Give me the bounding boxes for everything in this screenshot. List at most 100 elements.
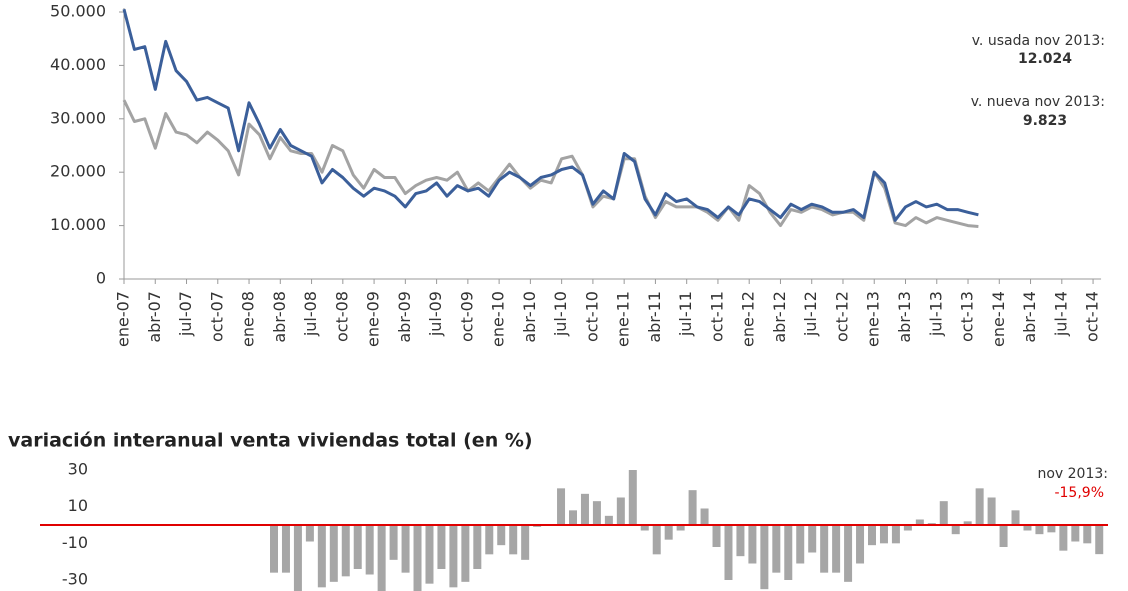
x-tick-label: ene-13 (864, 291, 883, 347)
bar (437, 525, 446, 569)
bar (341, 525, 350, 577)
bar (915, 519, 924, 525)
bar (748, 525, 757, 564)
bar (353, 525, 362, 569)
bar (425, 525, 434, 584)
bar (963, 521, 972, 525)
x-tick-label: oct-07 (207, 291, 226, 342)
x-tick-label: abr-09 (395, 291, 414, 343)
y-tick-label: 10 (68, 496, 88, 515)
bar (1083, 525, 1092, 544)
bar (856, 525, 865, 564)
y-tick-label: 30.000 (50, 108, 106, 127)
x-tick-label: oct-12 (832, 291, 851, 342)
bar (724, 525, 733, 580)
x-tick-label: jul-07 (176, 291, 195, 337)
bar (832, 525, 841, 573)
x-tick-label: ene-14 (989, 291, 1008, 347)
bar (1023, 525, 1032, 531)
x-tick-label: ene-07 (114, 291, 133, 347)
x-tick-label: abr-14 (1020, 291, 1039, 343)
bar (557, 488, 566, 525)
annotation: 12.024 (1018, 51, 1072, 67)
y-tick-label: 30 (68, 460, 88, 479)
x-tick-label: jul-12 (801, 291, 820, 337)
x-tick-label: ene-08 (239, 291, 258, 347)
bar (903, 525, 912, 531)
y-tick-label: 20.000 (50, 162, 106, 181)
bar (772, 525, 781, 573)
bar (592, 501, 601, 525)
bar (676, 525, 685, 531)
x-tick-label: oct-08 (332, 291, 351, 342)
x-tick-label: abr-08 (270, 291, 289, 343)
y-tick-label: 10.000 (50, 215, 106, 234)
line-series (122, 99, 979, 228)
bar (736, 525, 745, 557)
bar (868, 525, 876, 546)
bar (688, 490, 697, 525)
x-tick-label: abr-12 (770, 291, 789, 343)
bar (784, 525, 793, 580)
bar (521, 525, 530, 560)
y-tick-label: -10 (62, 533, 88, 552)
bar (820, 525, 829, 573)
x-tick-label: oct-11 (707, 291, 726, 342)
bar (939, 501, 948, 525)
bar (664, 525, 673, 540)
y-tick-label: 0 (96, 269, 106, 288)
annotation: v. usada nov 2013: (972, 33, 1105, 49)
x-tick-label: ene-11 (614, 291, 633, 347)
bar (879, 525, 888, 544)
x-tick-label: abr-13 (895, 291, 914, 343)
bar (389, 525, 398, 560)
bar (700, 508, 709, 525)
bar (604, 515, 613, 525)
bar (1047, 525, 1056, 533)
bar (987, 497, 996, 525)
bar (365, 525, 374, 575)
bar (413, 525, 422, 591)
x-tick-label: oct-09 (457, 291, 476, 342)
bar (628, 470, 637, 525)
bar (569, 510, 577, 525)
bar (640, 525, 649, 531)
x-tick-label: ene-09 (364, 291, 383, 347)
bar (844, 525, 853, 582)
x-tick-label: abr-11 (645, 291, 664, 343)
bar (270, 525, 278, 573)
bar (999, 525, 1008, 547)
bar (760, 525, 769, 590)
bar (1059, 525, 1068, 551)
x-tick-label: abr-07 (145, 291, 164, 343)
x-tick-label: jul-13 (926, 291, 945, 337)
bar (975, 488, 984, 525)
bar (293, 525, 302, 591)
x-tick-label: ene-10 (489, 291, 508, 347)
y-tick-label: 40.000 (50, 55, 106, 74)
bar (461, 525, 470, 582)
x-tick-label: jul-11 (676, 291, 695, 337)
x-tick-label: jul-09 (426, 291, 445, 337)
bar (616, 497, 625, 525)
x-tick-label: oct-14 (1083, 291, 1102, 342)
x-tick-label: ene-12 (739, 291, 758, 347)
bar (580, 493, 589, 525)
bar (652, 525, 661, 555)
bar (497, 525, 506, 546)
x-tick-label: jul-08 (301, 291, 320, 337)
bar (1011, 510, 1020, 525)
x-tick-label: oct-10 (582, 291, 601, 342)
bar (1071, 525, 1080, 542)
y-tick-label: -30 (62, 570, 88, 589)
x-tick-label: oct-13 (958, 291, 977, 342)
bar (951, 525, 960, 535)
annotation: 9.823 (1023, 113, 1067, 129)
chart-title: variación interanual venta viviendas tot… (8, 430, 533, 452)
bar (305, 525, 314, 542)
annotation: -15,9% (1054, 485, 1104, 501)
bar (377, 525, 386, 591)
bar (485, 525, 494, 555)
x-tick-label: jul-14 (1051, 291, 1070, 337)
